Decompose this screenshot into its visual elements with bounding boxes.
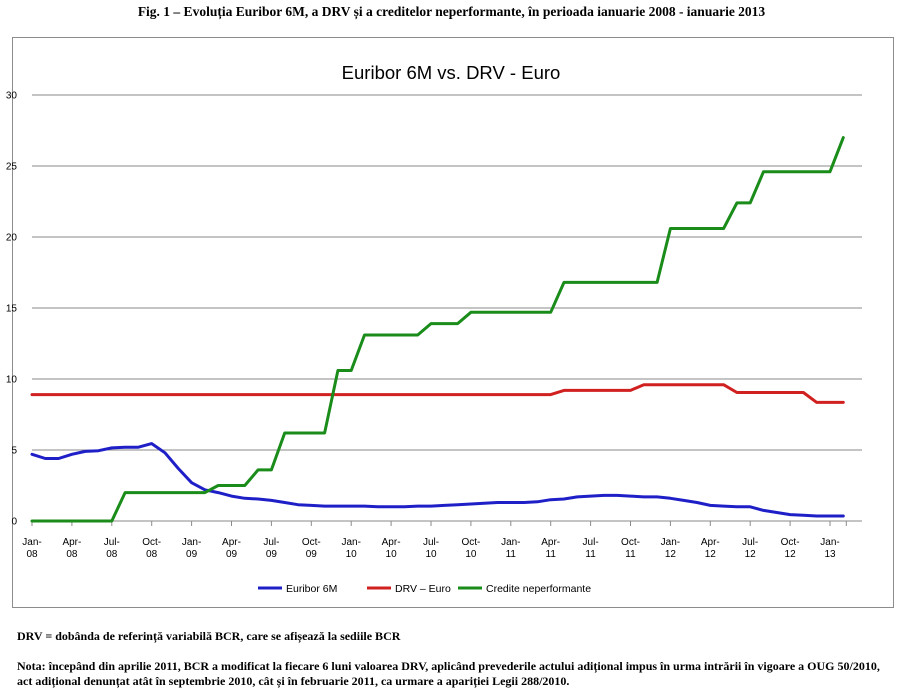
x-tick-label: 08 <box>26 549 38 560</box>
y-tick-label: 30 <box>6 91 18 102</box>
x-tick-label: Jul- <box>263 537 279 548</box>
x-tick-label: Jan- <box>501 537 520 548</box>
x-tick-label: 08 <box>66 549 78 560</box>
series-line-2 <box>30 136 845 523</box>
x-axis-ticks: Jan-08Apr-08Jul-08Oct-08Jan-09Apr-09Jul-… <box>22 521 847 560</box>
x-tick-label: 11 <box>506 549 517 560</box>
y-tick-label: 20 <box>6 233 18 244</box>
y-tick-label: 10 <box>6 375 18 386</box>
x-tick-label: 10 <box>425 549 437 560</box>
legend-label: Euribor 6M <box>286 583 337 595</box>
x-tick-label: 12 <box>665 549 677 560</box>
x-tick-label: Apr- <box>382 537 401 548</box>
series-line-0 <box>30 442 845 518</box>
x-tick-label: 11 <box>625 549 636 560</box>
x-tick-label: Apr- <box>62 537 81 548</box>
x-tick-label: Apr- <box>541 537 560 548</box>
x-tick-label: Jul- <box>583 537 599 548</box>
x-tick-label: Oct- <box>781 537 800 548</box>
y-tick-label: 0 <box>11 517 17 528</box>
footnote-note: Nota: începând din aprilie 2011, BCR a m… <box>17 659 880 688</box>
x-tick-label: 12 <box>705 549 717 560</box>
series-lines <box>30 136 845 523</box>
x-tick-label: 08 <box>106 549 118 560</box>
x-tick-label: 09 <box>266 549 278 560</box>
x-tick-label: Jan- <box>661 537 680 548</box>
x-tick-label: 12 <box>785 549 797 560</box>
x-tick-label: Apr- <box>222 537 241 548</box>
x-tick-label: Jan- <box>182 537 201 548</box>
x-tick-label: Jul- <box>742 537 758 548</box>
x-tick-label: 08 <box>146 549 158 560</box>
x-tick-label: 10 <box>386 549 398 560</box>
x-tick-label: 09 <box>306 549 318 560</box>
chart-title: Euribor 6M vs. DRV - Euro <box>342 62 561 83</box>
x-tick-label: Oct- <box>302 537 321 548</box>
legend-label: Credite neperformante <box>486 583 591 595</box>
x-tick-label: Oct- <box>142 537 161 548</box>
y-tick-label: 15 <box>6 304 18 315</box>
y-tick-label: 25 <box>6 162 18 173</box>
x-tick-label: Jul- <box>104 537 120 548</box>
x-tick-label: 13 <box>824 549 836 560</box>
y-axis-ticks: 0 5 10 15 20 25 30 <box>6 91 18 528</box>
x-tick-label: 11 <box>546 549 557 560</box>
x-tick-label: Oct- <box>461 537 480 548</box>
x-tick-label: 09 <box>186 549 198 560</box>
footnote-drv-definition: DRV = dobânda de referință variabilă BCR… <box>17 629 401 643</box>
x-tick-label: 10 <box>346 549 358 560</box>
y-tick-label: 5 <box>11 446 17 457</box>
x-tick-label: Jan- <box>341 537 360 548</box>
x-tick-label: 11 <box>585 549 596 560</box>
legend: Euribor 6M DRV – Euro Credite neperformant… <box>258 583 591 595</box>
x-tick-label: Oct- <box>621 537 640 548</box>
x-tick-label: Jul- <box>423 537 439 548</box>
figure-caption: Fig. 1 – Evoluția Euribor 6M, a DRV și a… <box>137 4 766 19</box>
x-tick-label: Jan- <box>820 537 839 548</box>
series-line-1 <box>30 383 845 404</box>
x-tick-label: 10 <box>465 549 477 560</box>
x-tick-label: Jan- <box>22 537 41 548</box>
x-tick-label: 12 <box>745 549 757 560</box>
grid-lines <box>32 94 862 522</box>
legend-label: DRV – Euro <box>395 583 451 595</box>
x-tick-label: 09 <box>226 549 238 560</box>
x-tick-label: Apr- <box>701 537 720 548</box>
